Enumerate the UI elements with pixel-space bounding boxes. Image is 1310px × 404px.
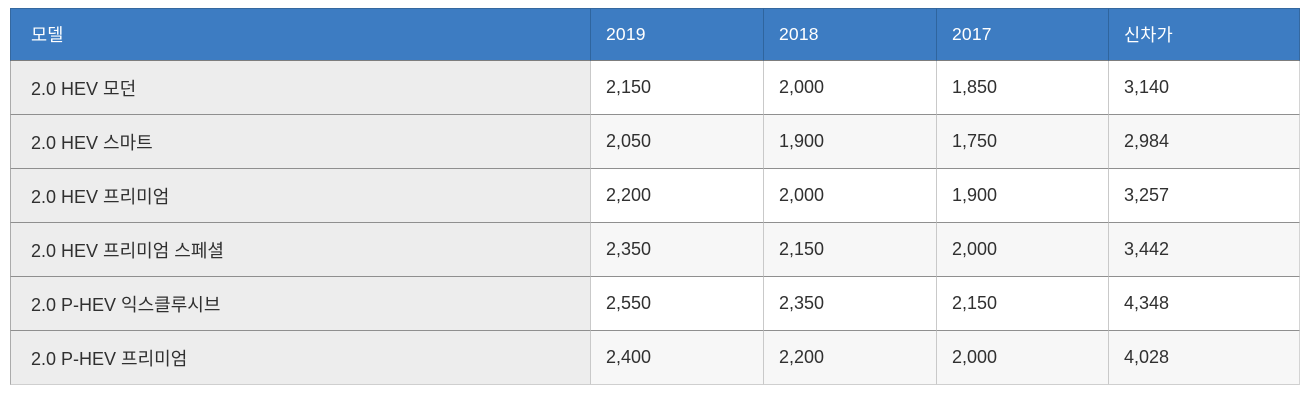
model-cell: 2.0 HEV 스마트 <box>10 115 590 169</box>
price-cell-new: 4,028 <box>1108 331 1300 385</box>
model-cell: 2.0 P-HEV 프리미엄 <box>10 331 590 385</box>
price-cell-2019: 2,200 <box>590 169 763 223</box>
price-cell-2018: 2,350 <box>763 277 936 331</box>
price-cell-2017: 1,850 <box>936 61 1108 115</box>
price-cell-new: 4,348 <box>1108 277 1300 331</box>
used-car-price-table-container: 모델 2019 2018 2017 신차가 2.0 HEV 모던 2,150 2… <box>10 8 1300 385</box>
price-cell-2018: 2,000 <box>763 61 936 115</box>
price-cell-2017: 2,150 <box>936 277 1108 331</box>
table-row: 2.0 P-HEV 익스클루시브 2,550 2,350 2,150 4,348 <box>10 277 1300 331</box>
price-cell-2017: 1,750 <box>936 115 1108 169</box>
price-cell-2017: 2,000 <box>936 223 1108 277</box>
header-cell-2018: 2018 <box>763 8 936 61</box>
table-row: 2.0 HEV 프리미엄 스페셜 2,350 2,150 2,000 3,442 <box>10 223 1300 277</box>
price-cell-2017: 2,000 <box>936 331 1108 385</box>
price-cell-new: 2,984 <box>1108 115 1300 169</box>
table-row: 2.0 P-HEV 프리미엄 2,400 2,200 2,000 4,028 <box>10 331 1300 385</box>
price-cell-2017: 1,900 <box>936 169 1108 223</box>
table-row: 2.0 HEV 스마트 2,050 1,900 1,750 2,984 <box>10 115 1300 169</box>
table-header-row: 모델 2019 2018 2017 신차가 <box>10 8 1300 61</box>
model-cell: 2.0 P-HEV 익스클루시브 <box>10 277 590 331</box>
price-cell-new: 3,257 <box>1108 169 1300 223</box>
price-cell-2018: 2,150 <box>763 223 936 277</box>
model-cell: 2.0 HEV 프리미엄 <box>10 169 590 223</box>
price-cell-2019: 2,050 <box>590 115 763 169</box>
price-cell-2019: 2,550 <box>590 277 763 331</box>
model-cell: 2.0 HEV 프리미엄 스페셜 <box>10 223 590 277</box>
price-cell-2019: 2,350 <box>590 223 763 277</box>
price-cell-2018: 2,000 <box>763 169 936 223</box>
table-row: 2.0 HEV 모던 2,150 2,000 1,850 3,140 <box>10 61 1300 115</box>
price-cell-new: 3,442 <box>1108 223 1300 277</box>
price-cell-2018: 1,900 <box>763 115 936 169</box>
header-cell-new-price: 신차가 <box>1108 8 1300 61</box>
price-cell-new: 3,140 <box>1108 61 1300 115</box>
price-cell-2018: 2,200 <box>763 331 936 385</box>
header-cell-model: 모델 <box>10 8 590 61</box>
price-cell-2019: 2,150 <box>590 61 763 115</box>
price-cell-2019: 2,400 <box>590 331 763 385</box>
header-cell-2017: 2017 <box>936 8 1108 61</box>
price-table: 모델 2019 2018 2017 신차가 2.0 HEV 모던 2,150 2… <box>10 8 1300 385</box>
table-row: 2.0 HEV 프리미엄 2,200 2,000 1,900 3,257 <box>10 169 1300 223</box>
model-cell: 2.0 HEV 모던 <box>10 61 590 115</box>
header-cell-2019: 2019 <box>590 8 763 61</box>
